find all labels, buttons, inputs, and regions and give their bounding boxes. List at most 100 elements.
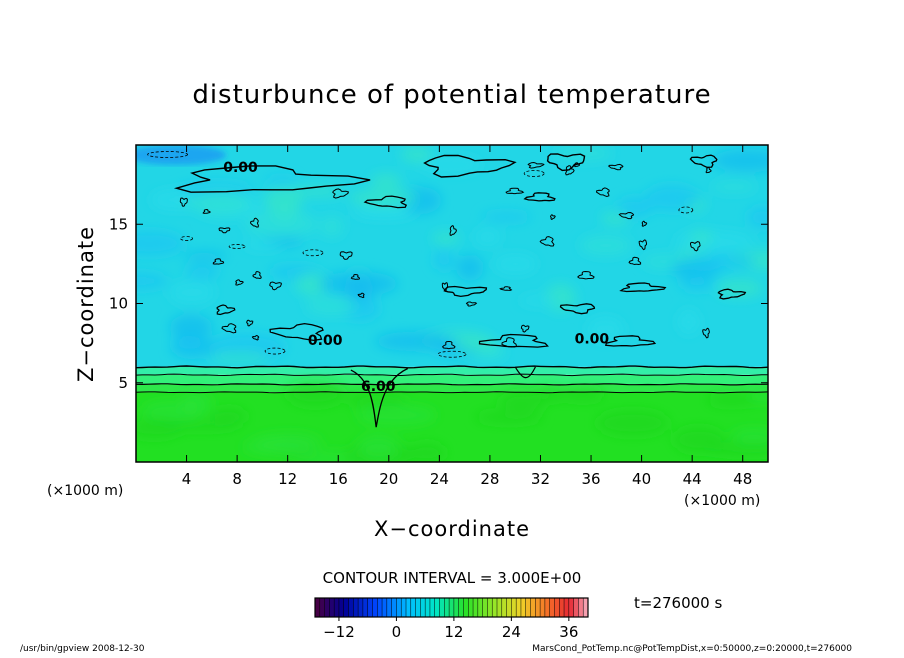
texture-blob [684, 253, 757, 271]
colorbar-swatch [520, 598, 527, 617]
contour-negative [302, 249, 324, 257]
fill-layer-3 [136, 366, 768, 375]
contour-island [520, 324, 530, 333]
contour-island [523, 192, 556, 202]
colorbar-swatch [573, 598, 579, 617]
y-axis-title: Z−coordinate [74, 226, 98, 382]
texture-blob [357, 405, 437, 425]
contour-island [478, 333, 549, 348]
texture-blob [180, 390, 211, 416]
y-tick-label: 5 [118, 374, 128, 392]
contour-island [505, 187, 525, 195]
contour-island [641, 220, 648, 227]
texture-blob [263, 187, 303, 214]
colorbar-swatch [362, 598, 368, 617]
colorbar-swatch [348, 598, 354, 617]
x-tick-label: 36 [581, 470, 600, 488]
colorbar-swatch [319, 598, 325, 617]
colorbar-swatch [535, 598, 541, 617]
texture-blob [319, 216, 344, 237]
texture-blob [579, 235, 632, 256]
texture-blob [375, 331, 454, 351]
texture-blob [481, 212, 532, 222]
colorbar-swatch [497, 598, 503, 617]
colorbar-swatch [391, 598, 397, 617]
colorbar-swatch [492, 598, 498, 617]
low-texture [136, 381, 768, 462]
contour-island [363, 195, 408, 209]
colorbar-swatch [468, 598, 474, 617]
texture-blob [453, 340, 502, 352]
colorbar-tick-label: −12 [323, 623, 355, 641]
contour-island [501, 337, 518, 348]
colorbar-swatch [540, 598, 546, 617]
contour-labels: 0.00 0.00 0.00 6.00 [223, 160, 609, 395]
texture-blob [706, 394, 758, 406]
contour-negative [678, 206, 694, 214]
texture-blob [286, 381, 344, 407]
texture-blob [555, 145, 613, 161]
colorbar-swatch [463, 598, 469, 617]
colorbar-swatch [315, 598, 321, 617]
colorbar-swatch [358, 598, 364, 617]
colorbar-swatch [554, 598, 560, 617]
texture-blob [519, 295, 561, 306]
colorbar-swatch [477, 598, 483, 617]
time-label: t=276000 s [634, 594, 722, 612]
texture-blob [253, 434, 322, 453]
colorbar-swatch [530, 598, 536, 617]
texture-blob [601, 212, 630, 225]
colorbar-swatch [525, 598, 531, 617]
texture-blob [169, 314, 213, 341]
texture-blob [244, 210, 318, 238]
contour-island [527, 161, 545, 169]
contour-island [546, 153, 586, 172]
contour-island [604, 335, 657, 347]
plot-area [136, 145, 768, 462]
texture-blobs [136, 145, 768, 363]
contour-island [332, 188, 350, 199]
x-tick-label: 4 [182, 470, 192, 488]
colorbar-swatch [473, 598, 479, 617]
contour-island [465, 301, 478, 307]
contour-line [136, 383, 768, 386]
contour-island [449, 225, 457, 236]
texture-blob [370, 173, 402, 189]
contour-island [212, 258, 225, 265]
x-unit-right: (×1000 m) [684, 493, 760, 509]
colorbar-swatch [396, 598, 402, 617]
colorbar-tick-label: 36 [559, 623, 578, 641]
colorbar-swatch [568, 598, 574, 617]
colorbar-swatch [382, 598, 388, 617]
contour-island [690, 241, 701, 252]
x-tick-label: 48 [733, 470, 752, 488]
colorbar-swatch [429, 598, 436, 617]
fill-layer-2 [136, 374, 768, 385]
contour-line [136, 391, 768, 394]
colorbar-swatch [324, 598, 330, 617]
texture-blob [305, 296, 357, 316]
texture-blob [295, 272, 330, 296]
texture-blob [678, 309, 699, 335]
contour-negative [523, 170, 545, 177]
contour-line [136, 365, 768, 369]
contour-island [173, 165, 371, 193]
contour-line [136, 373, 768, 377]
contour-island [423, 154, 517, 178]
x-tick-label: 40 [632, 470, 651, 488]
texture-blob [473, 229, 502, 245]
contour-island [357, 292, 365, 299]
colorbar-swatch [583, 598, 589, 617]
contour-negative [264, 347, 286, 355]
contour-plume [350, 367, 409, 428]
texture-blob [587, 317, 624, 342]
colorbar-swatch [401, 598, 407, 617]
colorbar-swatch [453, 598, 459, 617]
colorbar-swatch [511, 598, 517, 617]
texture-blob [560, 388, 606, 401]
colorbar-swatch [367, 598, 373, 617]
y-axis-ticks: 5 10 15 [109, 215, 768, 392]
contour-interval: CONTOUR INTERVAL = 3.000E+00 [323, 569, 582, 587]
contour-island [252, 270, 262, 280]
contour-negative [147, 151, 189, 158]
